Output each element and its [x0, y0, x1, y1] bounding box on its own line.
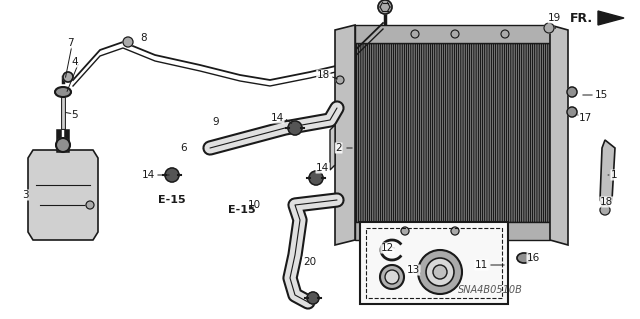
Circle shape — [433, 265, 447, 279]
Circle shape — [63, 72, 73, 82]
Circle shape — [123, 37, 133, 47]
Circle shape — [165, 168, 179, 182]
Circle shape — [336, 76, 344, 84]
Bar — [355, 222, 550, 240]
Circle shape — [426, 258, 454, 286]
Text: 10: 10 — [248, 200, 261, 210]
Text: FR.: FR. — [570, 11, 593, 25]
Polygon shape — [600, 140, 615, 208]
Polygon shape — [330, 125, 335, 170]
Bar — [366, 228, 502, 298]
Text: 14: 14 — [271, 113, 284, 123]
Text: 16: 16 — [527, 253, 540, 263]
Text: 14: 14 — [141, 170, 155, 180]
Text: 20: 20 — [303, 257, 316, 267]
Circle shape — [86, 201, 94, 209]
Text: E-15: E-15 — [158, 195, 186, 205]
Circle shape — [401, 227, 409, 235]
Text: 8: 8 — [140, 33, 147, 43]
Text: 9: 9 — [212, 117, 219, 127]
Circle shape — [567, 87, 577, 97]
Circle shape — [411, 30, 419, 38]
Circle shape — [288, 121, 302, 135]
Circle shape — [56, 138, 70, 152]
Circle shape — [385, 270, 399, 284]
Circle shape — [380, 265, 404, 289]
Text: 18: 18 — [317, 70, 330, 80]
Text: 19: 19 — [548, 13, 561, 23]
Circle shape — [451, 227, 459, 235]
Circle shape — [309, 171, 323, 185]
Circle shape — [501, 30, 509, 38]
Text: 4: 4 — [72, 57, 78, 67]
Text: 14: 14 — [316, 163, 329, 173]
Text: 11: 11 — [475, 260, 488, 270]
Bar — [355, 25, 550, 43]
Text: 3: 3 — [22, 190, 29, 200]
Text: 6: 6 — [180, 143, 187, 153]
Bar — [355, 43, 550, 222]
Text: 13: 13 — [407, 265, 420, 275]
Polygon shape — [28, 150, 98, 240]
Text: 5: 5 — [72, 110, 78, 120]
Circle shape — [451, 30, 459, 38]
Text: 17: 17 — [579, 113, 592, 123]
Bar — [360, 222, 508, 304]
Circle shape — [307, 292, 319, 304]
Circle shape — [567, 107, 577, 117]
Polygon shape — [598, 11, 624, 25]
Circle shape — [378, 0, 392, 14]
Ellipse shape — [55, 87, 71, 97]
Polygon shape — [335, 25, 355, 245]
Text: 2: 2 — [335, 143, 342, 153]
Circle shape — [418, 250, 462, 294]
Circle shape — [600, 205, 610, 215]
Text: 18: 18 — [600, 197, 613, 207]
Ellipse shape — [517, 253, 531, 263]
Text: 12: 12 — [381, 243, 394, 253]
Text: 15: 15 — [595, 90, 608, 100]
Circle shape — [544, 23, 554, 33]
Text: 1: 1 — [611, 170, 618, 180]
Text: E-15: E-15 — [228, 205, 255, 215]
Text: SNA4B0510B: SNA4B0510B — [458, 285, 522, 295]
Text: 7: 7 — [67, 38, 74, 48]
Polygon shape — [550, 25, 568, 245]
